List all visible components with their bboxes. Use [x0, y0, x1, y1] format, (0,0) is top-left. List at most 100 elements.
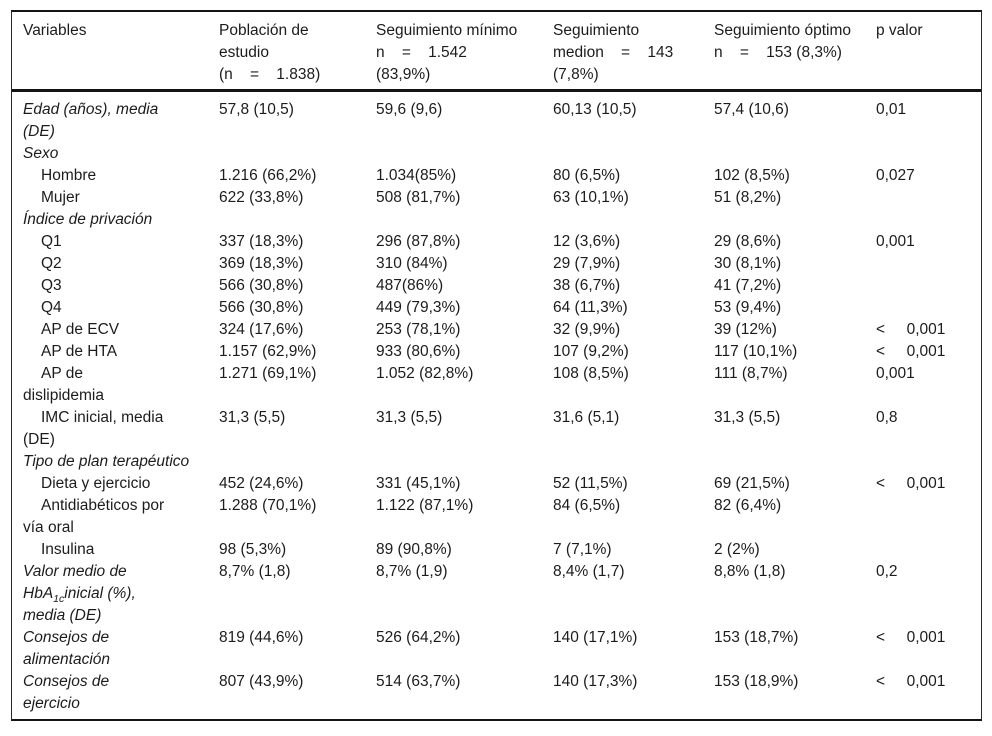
data-cell-col2: 89 (90,8%) — [376, 541, 452, 558]
table-row: Edad (años), media (DE) 57,8 (10,5) 59,6 (9… — [23, 99, 981, 143]
row-label: IMC inicial, media (DE) — [23, 407, 219, 451]
table-body: Edad (años), media (DE) 57,8 (10,5) 59,6 (9… — [12, 92, 981, 715]
table-row: AP de HTA 1.157 (62,9%) 933 (80,6%) 107 (9,… — [23, 341, 981, 363]
data-cell-col3: 140 (17,1%) — [553, 629, 638, 646]
row-label: Q3 — [23, 275, 219, 297]
data-cell-col1: 1.157 (62,9%) — [219, 343, 317, 360]
row-label-line: dislipidemia — [23, 387, 104, 404]
row-label: Insulina — [23, 539, 219, 561]
table-row: Antidiabéticos por vía oral 1.288 (70,1%) 1… — [23, 495, 981, 539]
row-label-line: Q2 — [41, 255, 62, 272]
row-label: Valor medio de HbA1cinicial (%), media (DE… — [23, 561, 219, 627]
row-label: Edad (años), media (DE) — [23, 99, 219, 143]
row-label: Sexo — [23, 143, 219, 165]
data-cell-col1: 1.288 (70,1%) — [219, 497, 317, 514]
row-label-line: Consejos de — [23, 629, 110, 646]
data-cell-col4: 111 (8,7%) — [714, 365, 788, 382]
header-line: n = 153 (8,3%) — [714, 44, 842, 61]
data-cell-col4: 57,4 (10,6) — [714, 101, 789, 118]
row-label-line: Consejos de — [23, 673, 110, 690]
table-row: Mujer 622 (33,8%) 508 (81,7%) 63 (10,1%) 51 … — [23, 187, 981, 209]
data-cell-col2: 8,7% (1,9) — [376, 563, 448, 580]
header-line: Seguimiento óptimo — [714, 22, 851, 39]
row-label-line: AP de ECV — [41, 321, 120, 338]
data-cell-col5: 0,001 — [876, 365, 915, 382]
data-cell-col1: 622 (33,8%) — [219, 189, 304, 206]
subscript-text: 1c — [53, 593, 65, 606]
header-line: (n = 1.838) — [219, 66, 321, 83]
row-label-line: Edad (años), media — [23, 101, 159, 118]
row-label-line: AP de HTA — [41, 343, 118, 360]
data-cell-col3: 12 (3,6%) — [553, 233, 621, 250]
data-cell-col1: 452 (24,6%) — [219, 475, 304, 492]
row-label: Q2 — [23, 253, 219, 275]
row-label-line: Insulina — [41, 541, 95, 558]
row-label-line: Q1 — [41, 233, 62, 250]
table-row: Índice de privación — [23, 209, 981, 231]
row-label-line: Hombre — [41, 167, 97, 184]
row-label: Q1 — [23, 231, 219, 253]
data-cell-col2: 449 (79,3%) — [376, 299, 461, 316]
data-cell-col5: < 0,001 — [876, 343, 946, 360]
data-cell-col2: 59,6 (9,6) — [376, 101, 443, 118]
row-label-line: Índice de privación — [23, 211, 153, 228]
table-row: Insulina 98 (5,3%) 89 (90,8%) 7 (7,1%) 2 (2%… — [23, 539, 981, 561]
row-label: Q4 — [23, 297, 219, 319]
data-cell-col2: 487(86%) — [376, 277, 444, 294]
table-row: AP de ECV 324 (17,6%) 253 (78,1%) 32 (9,9%)… — [23, 319, 981, 341]
row-label-line: Antidiabéticos por — [41, 497, 165, 514]
header-cell-5: p valor — [876, 20, 981, 42]
label-text: HbA — [23, 585, 54, 602]
table-header: Variables Población de estudio (n = 1.838) S… — [12, 12, 981, 92]
data-cell-col3: 8,4% (1,7) — [553, 563, 625, 580]
data-cell-col4: 153 (18,9%) — [714, 673, 799, 690]
data-cell-col5: 0,8 — [876, 409, 898, 426]
data-cell-col3: 7 (7,1%) — [553, 541, 612, 558]
data-cell-col3: 140 (17,3%) — [553, 673, 638, 690]
data-cell-col2: 526 (64,2%) — [376, 629, 461, 646]
table-row: IMC inicial, media (DE) 31,3 (5,5) 31,3 (5,… — [23, 407, 981, 451]
table-row: Consejos de ejercicio 807 (43,9%) 514 (63,7… — [23, 671, 981, 715]
data-cell-col1: 819 (44,6%) — [219, 629, 304, 646]
row-label-line: Q3 — [41, 277, 62, 294]
row-label-line: AP de — [41, 365, 83, 382]
row-label-line: alimentación — [23, 651, 111, 668]
table-row: Dieta y ejercicio 452 (24,6%) 331 (45,1%) 5… — [23, 473, 981, 495]
data-cell-col1: 807 (43,9%) — [219, 673, 304, 690]
data-cell-col3: 84 (6,5%) — [553, 497, 621, 514]
data-cell-col3: 32 (9,9%) — [553, 321, 621, 338]
data-cell-col3: 107 (9,2%) — [553, 343, 629, 360]
table-row: Hombre 1.216 (66,2%) 1.034(85%) 80 (6,5%) 10… — [23, 165, 981, 187]
data-cell-col1: 369 (18,3%) — [219, 255, 304, 272]
data-cell-col2: 1.122 (87,1%) — [376, 497, 474, 514]
data-cell-col4: 69 (21,5%) — [714, 475, 790, 492]
data-cell-col2: 1.034(85%) — [376, 167, 457, 184]
data-cell-col2: 296 (87,8%) — [376, 233, 461, 250]
data-cell-col2: 31,3 (5,5) — [376, 409, 443, 426]
header-line: p valor — [876, 22, 923, 39]
table-row: Consejos de alimentación 819 (44,6%) 526 (6… — [23, 627, 981, 671]
data-cell-col3: 108 (8,5%) — [553, 365, 629, 382]
row-label: Tipo de plan terapéutico — [23, 451, 219, 473]
data-cell-col1: 337 (18,3%) — [219, 233, 304, 250]
row-label: Dieta y ejercicio — [23, 473, 219, 495]
data-cell-col4: 2 (2%) — [714, 541, 760, 558]
row-label: AP de ECV — [23, 319, 219, 341]
header-line: Variables — [23, 22, 87, 39]
table-row: Q4 566 (30,8%) 449 (79,3%) 64 (11,3%) 53 (9,… — [23, 297, 981, 319]
header-line: Seguimiento — [553, 22, 640, 39]
table-row: AP de dislipidemia 1.271 (69,1%) 1.052 (82,… — [23, 363, 981, 407]
header-cell-4: Seguimiento óptimo n = 153 (8,3%) — [714, 20, 876, 64]
row-label-line: Mujer — [41, 189, 80, 206]
header-cell-0: Variables — [23, 20, 219, 42]
data-cell-col4: 117 (10,1%) — [714, 343, 798, 360]
data-cell-col1: 1.216 (66,2%) — [219, 167, 317, 184]
data-cell-col1: 57,8 (10,5) — [219, 101, 294, 118]
header-cell-2: Seguimiento mínimo n = 1.542 (83,9%) — [376, 20, 553, 86]
table-row: Valor medio de HbA1cinicial (%), media (DE… — [23, 561, 981, 627]
statistics-table: Variables Población de estudio (n = 1.838) S… — [11, 10, 982, 721]
data-cell-col4: 31,3 (5,5) — [714, 409, 781, 426]
data-cell-col3: 60,13 (10,5) — [553, 101, 637, 118]
data-cell-col4: 8,8% (1,8) — [714, 563, 786, 580]
data-cell-col3: 63 (10,1%) — [553, 189, 629, 206]
